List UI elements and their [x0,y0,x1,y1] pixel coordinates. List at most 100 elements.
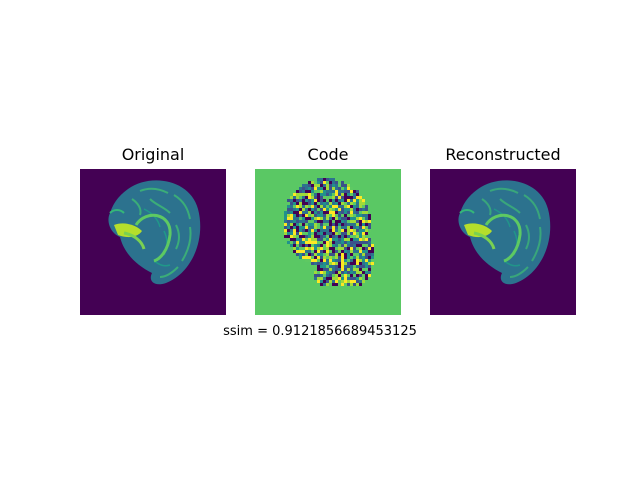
code-cell [356,217,359,220]
code-cell [326,226,329,229]
code-cell [284,208,287,211]
code-cell [368,259,371,262]
code-cell [308,220,311,223]
code-cell [326,247,329,250]
code-cell [344,232,347,235]
code-cell [347,256,350,259]
code-cell [371,259,374,262]
code-cell [323,277,326,280]
code-cell [314,181,317,184]
code-cell [320,283,323,286]
code-cell [293,244,296,247]
code-cell [308,202,311,205]
code-cell [359,211,362,214]
code-cell [365,220,368,223]
code-cell [299,226,302,229]
code-cell [302,226,305,229]
code-cell [335,268,338,271]
code-cell [305,208,308,211]
code-cell [320,214,323,217]
code-cell [323,226,326,229]
code-cell [368,223,371,226]
code-cell [302,256,305,259]
code-cell [326,199,329,202]
code-cell [311,184,314,187]
code-cell [341,268,344,271]
code-cell [341,211,344,214]
code-cell [287,220,290,223]
code-cell [305,238,308,241]
code-cell [329,283,332,286]
code-cell [365,223,368,226]
code-cell [338,196,341,199]
code-cell [362,238,365,241]
code-cell [344,220,347,223]
code-cell [368,214,371,217]
code-cell [344,250,347,253]
code-cell [299,241,302,244]
code-cell [365,232,368,235]
code-cell [326,190,329,193]
code-cell [344,190,347,193]
code-cell [320,184,323,187]
code-cell [332,202,335,205]
code-cell [293,196,296,199]
code-cell [326,208,329,211]
code-cell [311,181,314,184]
code-cell [332,277,335,280]
code-cell [311,202,314,205]
code-cell [320,262,323,265]
code-cell [350,274,353,277]
code-cell [326,268,329,271]
code-cell [335,259,338,262]
code-cell [299,223,302,226]
code-cell [359,235,362,238]
code-cell [326,283,329,286]
code-cell [293,220,296,223]
code-cell [356,238,359,241]
code-cell [332,193,335,196]
code-cell [317,238,320,241]
code-cell [335,274,338,277]
code-cell [329,238,332,241]
code-cell [332,205,335,208]
code-cell [344,208,347,211]
code-cell [299,208,302,211]
code-cell [293,211,296,214]
code-cell [344,217,347,220]
code-cell [314,220,317,223]
code-cell [311,238,314,241]
code-cell [356,226,359,229]
code-title: Code [255,145,401,165]
code-cell [329,217,332,220]
code-cell [293,193,296,196]
code-cell [326,244,329,247]
code-cell [335,241,338,244]
code-cell [335,280,338,283]
code-cell [308,187,311,190]
code-cell [338,262,341,265]
code-cell [317,178,320,181]
code-cell [368,217,371,220]
code-cell [353,208,356,211]
code-cell [347,232,350,235]
code-cell [344,202,347,205]
code-cell [338,238,341,241]
code-cell [353,238,356,241]
code-cell [302,220,305,223]
code-cell [284,211,287,214]
code-cell [350,214,353,217]
code-cell [368,256,371,259]
code-cell [323,253,326,256]
code-cell [329,199,332,202]
code-cell [290,226,293,229]
code-cell [323,220,326,223]
code-cell [344,211,347,214]
code-cell [356,262,359,265]
code-cell [290,217,293,220]
code-cell [314,223,317,226]
code-cell [287,211,290,214]
code-cell [308,211,311,214]
code-cell [320,274,323,277]
code-cell [350,241,353,244]
